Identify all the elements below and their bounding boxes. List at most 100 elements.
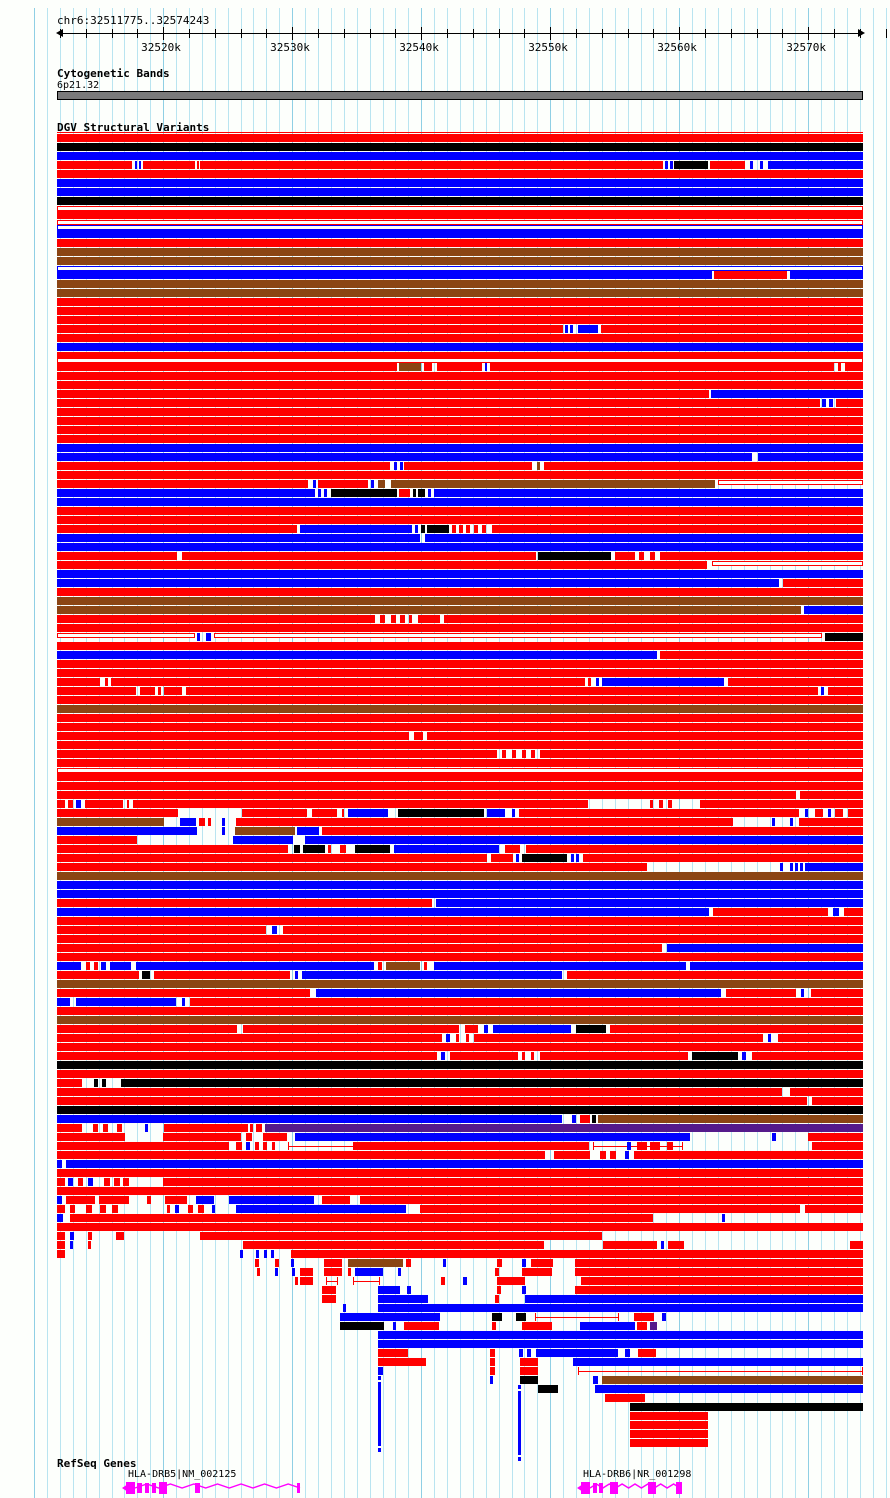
variant-segment[interactable] [57,791,796,799]
variant-segment[interactable] [57,1196,62,1204]
variant-dash[interactable] [518,1400,521,1404]
variant-segment[interactable] [271,1250,274,1258]
variant-segment[interactable] [593,1376,598,1384]
variant-dash[interactable] [518,1391,521,1395]
variant-segment[interactable] [57,1007,863,1015]
variant-segment[interactable] [565,325,568,333]
variant-segment[interactable] [57,152,863,160]
variant-segment[interactable] [342,809,344,817]
variant-segment[interactable] [57,390,709,398]
variant-segment[interactable] [516,854,519,862]
variant-segment[interactable] [690,962,863,970]
variant-segment[interactable] [595,1385,863,1393]
variant-segment-hollow[interactable] [57,768,863,773]
variant-segment[interactable] [57,352,863,360]
variant-segment[interactable] [57,417,863,425]
variant-segment[interactable] [57,899,432,907]
variant-segment-hollow[interactable] [718,480,863,485]
variant-segment[interactable] [236,818,733,826]
variant-segment[interactable] [485,363,487,371]
variant-segment[interactable] [576,854,579,862]
variant-segment[interactable] [536,1349,618,1357]
variant-segment[interactable] [57,170,863,178]
variant-segment[interactable] [86,1205,92,1213]
variant-segment[interactable] [811,989,863,997]
variant-segment[interactable] [57,660,863,668]
variant-segment[interactable] [256,1250,259,1258]
variant-segment[interactable] [714,271,787,279]
variant-dash[interactable] [518,1397,521,1401]
variant-segment[interactable] [835,809,843,817]
variant-segment[interactable] [386,962,420,970]
variant-segment[interactable] [154,971,290,979]
variant-dash[interactable] [378,1385,381,1389]
gene-exon[interactable] [593,1483,597,1493]
variant-segment[interactable] [404,462,532,470]
variant-segment[interactable] [394,845,499,853]
variant-segment[interactable] [222,827,225,835]
variant-segment[interactable] [57,827,197,835]
variant-segment[interactable] [57,651,657,659]
variant-segment[interactable] [57,1250,65,1258]
variant-segment[interactable] [57,881,863,889]
variant-segment[interactable] [772,818,775,826]
variant-segment[interactable] [409,615,412,623]
variant-segment[interactable] [795,863,798,871]
variant-segment[interactable] [57,570,863,578]
variant-segment[interactable] [443,1259,446,1267]
variant-segment[interactable] [188,1205,193,1213]
variant-segment[interactable] [57,1169,863,1177]
variant-segment[interactable] [605,1394,645,1402]
variant-segment-hollow[interactable] [57,633,195,638]
variant-segment[interactable] [495,1295,499,1303]
variant-segment[interactable] [522,1286,526,1294]
variant-segment[interactable] [670,161,673,169]
variant-segment[interactable] [425,534,863,542]
variant-segment[interactable] [783,579,863,587]
variant-segment[interactable] [638,1349,656,1357]
variant-segment[interactable] [630,1403,863,1411]
variant-segment[interactable] [57,453,752,461]
variant-dash[interactable] [378,1397,381,1401]
variant-segment[interactable] [522,1259,526,1267]
variant-segment[interactable] [264,1250,267,1258]
variant-segment[interactable] [625,1151,629,1159]
variant-segment[interactable] [57,381,863,389]
variant-segment[interactable] [588,678,591,686]
variant-segment[interactable] [596,678,599,686]
variant-dash[interactable] [518,1436,521,1440]
right-arrow-icon[interactable] [858,29,865,37]
variant-segment[interactable] [70,1241,73,1249]
variant-dash[interactable] [378,1418,381,1422]
gene-exon[interactable] [581,1482,590,1494]
variant-segment[interactable] [602,678,724,686]
variant-segment[interactable] [844,908,863,916]
variant-segment[interactable] [94,962,98,970]
variant-segment[interactable] [295,1133,690,1141]
variant-segment[interactable] [57,134,863,142]
variant-segment[interactable] [57,971,139,979]
variant-segment[interactable] [502,750,506,758]
variant-segment[interactable] [236,1142,242,1150]
variant-segment[interactable] [57,597,863,605]
variant-segment[interactable] [57,944,662,952]
variant-segment[interactable] [812,1142,863,1150]
gene-exon[interactable] [297,1483,300,1493]
variant-segment[interactable] [206,633,211,641]
variant-segment[interactable] [57,732,409,740]
variant-segment[interactable] [331,489,397,497]
variant-segment[interactable] [520,1358,538,1366]
variant-segment[interactable] [752,1052,863,1060]
variant-segment[interactable] [93,1124,98,1132]
variant-segment[interactable] [57,363,397,371]
variant-segment-hollow[interactable] [712,561,863,566]
variant-dash[interactable] [518,1403,521,1407]
variant-segment-hollow[interactable] [57,266,863,271]
variant-segment[interactable] [838,363,841,371]
variant-segment[interactable] [112,1205,118,1213]
variant-segment[interactable] [57,435,863,443]
variant-segment[interactable] [722,1214,725,1222]
variant-segment[interactable] [492,1322,496,1330]
variant-segment[interactable] [627,1142,631,1150]
variant-dash[interactable] [378,1412,381,1416]
